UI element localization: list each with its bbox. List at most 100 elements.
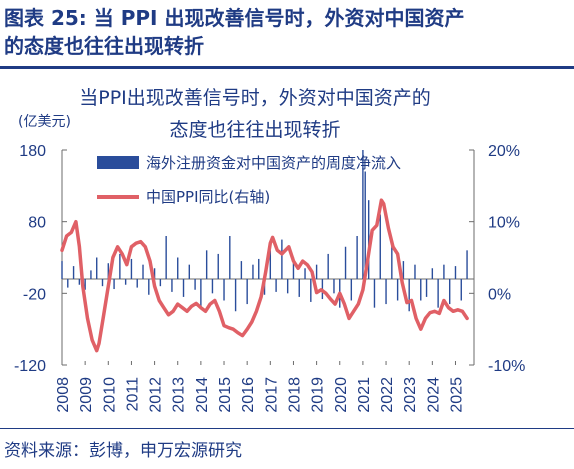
flow-bar (258, 258, 260, 279)
flow-bar (211, 279, 214, 294)
legend-line-label: 中国PPI同比(右轴) (146, 188, 270, 206)
flow-bar (78, 279, 81, 285)
x-tick-label: 2008 (55, 377, 72, 413)
flow-bar (159, 279, 162, 287)
left-axis: 180 80 -20 -120 (14, 143, 67, 375)
left-tick-label: 80 (28, 215, 46, 232)
flow-bar (292, 257, 295, 279)
legend-bar-label: 海外注册资金对中国资产的周度净流入 (146, 154, 401, 172)
x-tick-label: 2023 (402, 377, 419, 413)
left-tick-label: 180 (19, 143, 46, 160)
flow-bar (229, 236, 231, 279)
flow-bar (402, 261, 405, 279)
flow-bar (61, 261, 63, 279)
flow-bar (373, 279, 376, 308)
flow-bar (246, 279, 248, 305)
flow-bar (148, 279, 150, 295)
flow-bar (281, 239, 283, 279)
flow-bar (72, 266, 75, 279)
line-series-layer (60, 198, 469, 353)
x-tick-label: 2014 (194, 377, 211, 413)
source-divider (0, 428, 574, 429)
x-tick-label: 2025 (448, 377, 465, 413)
flow-bar (269, 250, 272, 279)
x-tick-label: 2010 (101, 377, 118, 413)
chart-title-line2: 态度也往往出现转折 (169, 119, 340, 141)
flow-bar (356, 236, 358, 279)
source-note: 资料来源：彭博，申万宏源研究 (4, 441, 242, 461)
figure-title-line1: 图表 25: 当 PPI 出现改善信号时，外资对中国资产 (4, 6, 465, 30)
flow-bar (420, 279, 422, 301)
chart: 当PPI出现改善信号时，外资对中国资产的 态度也往往出现转折 (亿美元) 180… (14, 87, 525, 413)
left-tick-label: -120 (14, 358, 46, 375)
flow-bar (460, 279, 462, 301)
flow-bar (119, 253, 121, 279)
flow-bar (234, 279, 237, 312)
flow-bar (304, 268, 306, 279)
x-axis: 2008 2009 2010 2011 2012 2013 2014 2015 2016 2017… (55, 278, 474, 413)
flow-bar (431, 268, 434, 279)
flow-bar (448, 279, 451, 305)
legend-bar-swatch (97, 156, 139, 169)
flow-bar (136, 279, 138, 288)
x-tick-label: 2015 (217, 377, 234, 413)
flow-bar (90, 270, 92, 279)
figure-title: 图表 25: 当 PPI 出现改善信号时，外资对中国资产 的态度也往往出现转折 (4, 4, 570, 60)
flow-bar (275, 279, 277, 292)
flow-bar (223, 279, 225, 301)
x-tick-label: 2018 (286, 377, 303, 413)
x-tick-label: 2019 (310, 377, 327, 413)
flow-bar (124, 279, 127, 285)
ppi-line (60, 198, 469, 353)
flow-bar (379, 214, 381, 279)
flow-bar (315, 264, 318, 279)
right-axis: 20% 10% 0% -10% (469, 143, 525, 375)
flow-bar (182, 279, 185, 297)
flow-bar (396, 279, 399, 301)
flow-bar (67, 279, 69, 288)
left-tick-label: -20 (23, 286, 46, 303)
flow-bar (443, 264, 445, 279)
flow-bar (350, 279, 353, 301)
x-tick-label: 2017 (263, 377, 280, 413)
flow-bar (385, 279, 387, 305)
flow-bar (391, 243, 393, 279)
flow-bar (153, 268, 156, 279)
right-tick-label: 0% (488, 286, 511, 303)
x-tick-label: 2013 (171, 377, 188, 413)
x-tick-label: 2011 (124, 377, 141, 412)
right-tick-label: 20% (488, 143, 520, 160)
flow-bar (466, 250, 468, 279)
flow-bar (142, 264, 144, 279)
flow-bar (364, 171, 366, 279)
flow-bar (205, 250, 208, 279)
x-tick-label: 2016 (240, 377, 257, 413)
legend: 海外注册资金对中国资产的周度净流入 中国PPI同比(右轴) (97, 154, 401, 206)
title-divider (0, 66, 574, 69)
flow-bar (327, 253, 329, 279)
x-tick-label: 2021 (356, 377, 373, 413)
flow-bar (425, 279, 428, 297)
figure-title-line2: 的态度也往往出现转折 (4, 34, 204, 58)
flow-bar (414, 264, 416, 279)
flow-bar (194, 279, 196, 290)
x-tick-label: 2022 (379, 377, 396, 413)
flow-bar (367, 200, 370, 279)
flow-bar (200, 279, 202, 310)
x-tick-label: 2024 (425, 377, 442, 413)
flow-bar (454, 266, 457, 279)
flow-bar (107, 263, 109, 279)
flow-bar (84, 279, 86, 290)
x-tick-label: 2020 (333, 377, 350, 413)
flow-bar (333, 279, 335, 294)
flow-bar (408, 279, 410, 312)
flow-bar (171, 279, 173, 292)
flow-bar (362, 150, 364, 279)
flow-bar (310, 279, 312, 302)
flow-bar (437, 279, 439, 308)
right-tick-label: 10% (488, 215, 520, 232)
flow-bar (240, 261, 243, 279)
left-axis-unit: (亿美元) (18, 114, 71, 130)
flow-bar (113, 279, 115, 290)
right-tick-label: -10% (488, 358, 525, 375)
